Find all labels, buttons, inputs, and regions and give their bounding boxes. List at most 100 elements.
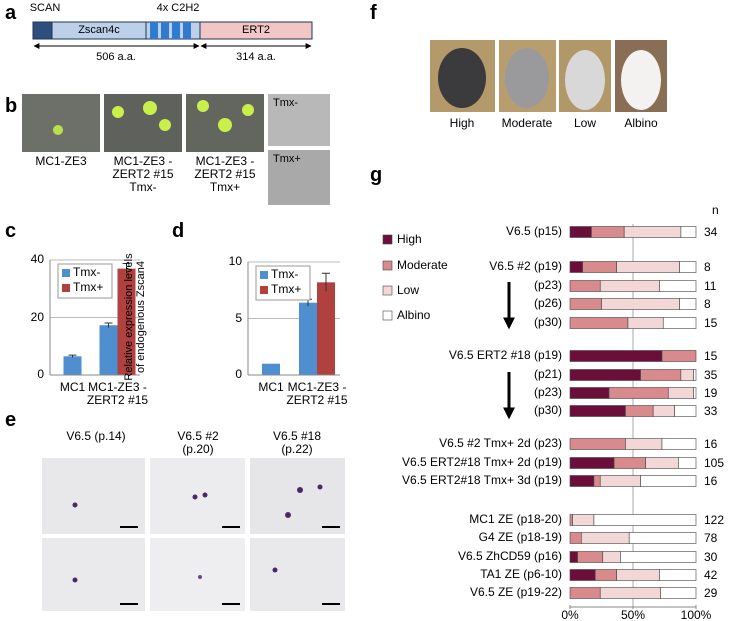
micrographs: [22, 94, 330, 205]
n-value: 19: [704, 386, 718, 400]
image: [150, 458, 245, 534]
bar-segment: [640, 475, 697, 487]
image: [42, 538, 145, 611]
legend-swatch: [382, 234, 393, 245]
legend-label: Moderate: [397, 258, 448, 272]
bar-segment: [569, 457, 615, 469]
bar-segment: [674, 405, 697, 417]
panel-label: d: [172, 220, 185, 242]
y-tick-label: 40: [30, 252, 44, 266]
bar: [299, 302, 317, 375]
image: [250, 458, 345, 534]
legend-swatch: [62, 269, 70, 277]
green-cell: [242, 104, 254, 116]
n-value: 15: [704, 349, 718, 363]
bar-segment: [693, 387, 697, 399]
column-label: V6.5 #2 (p.20): [177, 429, 219, 456]
x-tick-label: MC1-ZE3 -ZERT2 #15: [86, 380, 149, 407]
bar-segment: [693, 369, 697, 381]
x-tick-label: MC1: [59, 380, 86, 394]
domain-label: SCAN: [29, 2, 61, 14]
inset-label: Tmx-: [273, 97, 299, 109]
row-label: (p23): [533, 385, 562, 399]
legend-label: Low: [397, 283, 420, 297]
bar-segment: [679, 261, 697, 273]
bar-segment: [582, 261, 617, 273]
row-label: MC1 ZE (p18-20): [469, 512, 562, 526]
panel-label: f: [370, 2, 377, 24]
column-label: V6.5 #18 (p.22): [272, 429, 322, 456]
length-label: 314 a.a.: [236, 51, 276, 63]
bar-segment: [679, 298, 697, 310]
bar-segment: [680, 369, 694, 381]
scan-domain: [32, 21, 53, 40]
zinc-finger: [150, 22, 158, 39]
panel-label: a: [5, 2, 17, 24]
n-value: 33: [704, 404, 718, 418]
bar-segment: [599, 475, 641, 487]
bar-segment: [659, 569, 697, 581]
legend-swatch: [260, 286, 268, 294]
row-label: V6.5 ZhCD59 (p16): [457, 549, 562, 563]
error-bar: [322, 272, 330, 292]
bar-segment: [599, 280, 660, 292]
inset-label: Tmx+: [273, 153, 301, 165]
y-tick-label: 5: [235, 310, 242, 325]
row-label: (p21): [533, 367, 562, 381]
row-label: G4 ZE (p18-19): [478, 530, 562, 544]
bar-segment: [640, 369, 682, 381]
legend-box: [57, 263, 113, 299]
bar-segment: [660, 587, 697, 599]
n-value: 29: [704, 586, 718, 600]
panel-label: c: [5, 220, 17, 242]
row-label: V6.5 (p15): [505, 224, 562, 238]
legend-label: Tmx+: [271, 282, 302, 296]
y-axis-label: Relative expression levels of endogenous…: [123, 252, 147, 381]
n-value: 16: [704, 437, 718, 451]
legend-label: Tmx-: [271, 267, 299, 281]
bar-segment: [569, 438, 626, 450]
caption: MC1-ZE3 -ZERT2 #15 Tmx+: [194, 154, 256, 194]
legend-label: Albino: [397, 308, 431, 322]
row-label: V6.5 #2 Tmx+ 2d (p23): [439, 436, 562, 450]
y-tick-label: 20: [30, 309, 44, 324]
n-value: 16: [704, 474, 718, 488]
bar-segment: [627, 317, 664, 329]
bar-segment: [569, 514, 573, 526]
mouse-photos: [430, 40, 667, 112]
bar-segment: [602, 551, 621, 563]
bar-segment: [645, 457, 679, 469]
bar-segment: [661, 438, 697, 450]
x-tick-label: 50%: [620, 608, 646, 621]
bar-segment: [616, 569, 660, 581]
row-label: V6.5 ERT2 #18 (p19): [448, 348, 562, 362]
n-header: n: [712, 203, 719, 217]
image: [250, 538, 345, 611]
zinc-finger: [172, 22, 180, 39]
n-value: 34: [704, 225, 718, 239]
bar-segment: [659, 280, 697, 292]
green-cell: [112, 106, 124, 118]
error-bar: [68, 354, 77, 358]
bar-segment: [591, 226, 625, 238]
bar-segment: [569, 387, 610, 399]
error-bar: [122, 262, 131, 274]
bar-segment: [572, 514, 595, 526]
legend-swatch: [260, 271, 268, 279]
row-label: V6.5 ZE (p19-22): [469, 585, 562, 599]
bar: [117, 268, 136, 375]
bar-segment: [620, 551, 697, 563]
legend-swatch: [62, 284, 70, 292]
n-value: 30: [704, 550, 718, 564]
bar-segment: [625, 438, 663, 450]
bar-segment: [569, 317, 629, 329]
error-bar: [104, 322, 113, 328]
panel-label: e: [5, 409, 17, 431]
n-value: 15: [704, 316, 718, 330]
n-value: 42: [704, 568, 718, 582]
green-cell: [197, 100, 209, 112]
bar-segment: [577, 551, 604, 563]
legend-swatch: [382, 285, 393, 296]
